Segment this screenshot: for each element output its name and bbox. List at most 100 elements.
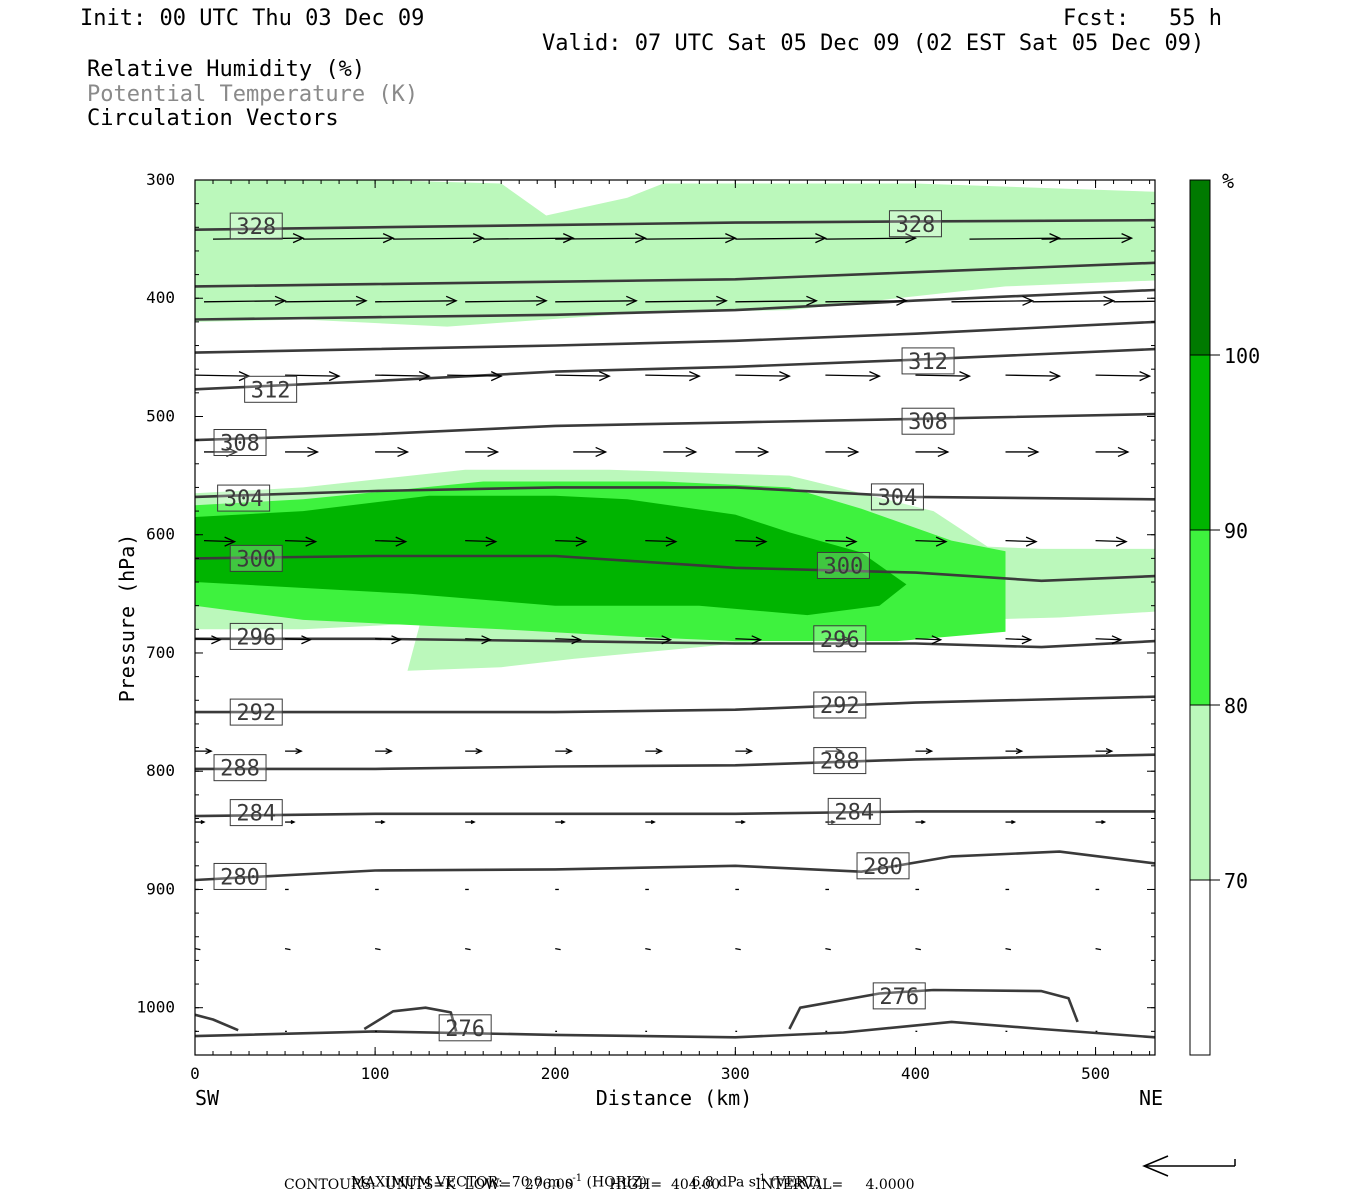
circulation-vector: [645, 233, 737, 244]
circulation-vector: [573, 446, 608, 458]
contour-label-box: [856, 852, 910, 880]
circulation-vector: [284, 947, 291, 951]
colorbar-level-label: 90: [1224, 519, 1248, 543]
contour-label-box: [229, 544, 283, 572]
circulation-vector: [285, 446, 320, 458]
contour-label-layer: 328 328 312 312 308 308 304 304 300 300 296 296 292 2…: [213, 210, 955, 1042]
circulation-vector: [1005, 820, 1017, 825]
circulation-vector: [555, 947, 561, 951]
theta-contour-300: [195, 554, 1155, 583]
circulation-vector: [555, 536, 588, 547]
circulation-vector: [645, 295, 728, 306]
circulation-vector: [915, 446, 950, 458]
contour-label-288: 288: [220, 757, 260, 782]
circulation-vector: [375, 536, 408, 547]
colorbar-segment: [1189, 529, 1211, 706]
circulation-vector: [915, 820, 927, 825]
y-tick-label: 600: [146, 525, 175, 544]
max-vector-label: MAXIMUM VECTOR:: [350, 1174, 503, 1191]
vert-tag: (VERT): [770, 1174, 822, 1191]
colorbar-segment: [1189, 879, 1211, 1056]
circulation-vector: [285, 371, 341, 382]
circulation-vector: [825, 295, 909, 306]
vert-exp: -1: [755, 1173, 766, 1184]
circulation-vector: [285, 635, 312, 645]
circulation-vector: [1032, 295, 1116, 306]
circulation-vector: [735, 747, 754, 755]
x-tick-label: 500: [1081, 1064, 1110, 1083]
contour-label-296: 296: [820, 628, 860, 653]
circulation-vector: [645, 635, 673, 645]
circulation-vector: [555, 747, 574, 755]
colorbar-segment: [1189, 704, 1211, 881]
circulation-vector: [735, 635, 763, 645]
circulation-vector: [735, 295, 818, 306]
contour-label-312: 312: [251, 378, 291, 403]
circulation-vector: [1005, 947, 1012, 951]
circulation-vector: [735, 371, 791, 382]
circulation-vector: [645, 947, 651, 951]
horiz-tag: (HORIZ): [586, 1174, 647, 1191]
circulation-vector: [951, 295, 1035, 306]
contour-label-box: [213, 429, 267, 456]
y-tick-label: 500: [146, 406, 175, 425]
contour-label-284: 284: [236, 802, 276, 827]
theta-contour-layer: [195, 218, 1155, 1039]
legend-vectors: Circulation Vectors: [87, 106, 339, 131]
theta-contour-316: [195, 320, 1155, 354]
circulation-vector: [1005, 536, 1038, 547]
circulation-vector: [393, 233, 485, 244]
theta-contour-324: [195, 261, 1155, 288]
contour-label-308: 308: [220, 432, 260, 457]
circulation-vector: [285, 536, 318, 547]
circulation-vector: [285, 820, 296, 825]
circulation-vector: [285, 747, 303, 755]
contour-label-box: [901, 407, 955, 435]
theta-contour-288: [195, 753, 1155, 771]
contour-label-box: [827, 797, 881, 825]
vector-layer: [195, 233, 1155, 1033]
y-tick-label: 1000: [136, 998, 175, 1017]
theta-contour-276: [195, 1020, 1155, 1039]
circulation-vector: [375, 635, 402, 645]
theta-contour-312: [195, 347, 1155, 391]
circulation-vector: [465, 820, 476, 825]
reference-vector: [1142, 1155, 1236, 1177]
circulation-vector: [375, 295, 458, 306]
theta-contour-296: [195, 637, 1155, 649]
circulation-vector: [825, 820, 836, 825]
contour-label-328: 328: [896, 213, 936, 238]
circulation-vector: [195, 371, 251, 382]
circulation-vector: [645, 536, 678, 547]
y-axis-label: Pressure (hPa): [115, 534, 139, 703]
circulation-vector: [465, 536, 498, 547]
colorbar-segment: [1189, 354, 1211, 531]
circulation-vector: [375, 371, 431, 382]
theta-contour-328: [195, 218, 1155, 231]
legend-rh: Relative Humidity (%): [87, 57, 366, 82]
circulation-vector: [825, 635, 853, 645]
circulation-vector: [1095, 536, 1128, 547]
circulation-vector: [555, 233, 647, 244]
theta-contour-276: [363, 1006, 458, 1032]
x-tick-label: 0: [190, 1064, 200, 1083]
circulation-vector: [465, 947, 471, 951]
axis-ticks: 300 400 500 600 700 800 900 1000 0 100 200 300 400 50…: [136, 170, 1155, 1083]
circulation-vector: [195, 747, 213, 755]
contour-label-box: [229, 622, 283, 650]
circulation-vector: [663, 446, 698, 458]
theta-contour-308: [195, 412, 1155, 442]
circulation-vector: [1095, 371, 1152, 382]
circulation-vector: [915, 747, 934, 755]
circulation-vector: [195, 947, 201, 951]
circulation-vector: [465, 747, 483, 755]
circulation-vector: [555, 295, 638, 306]
contour-label-box: [213, 754, 267, 782]
contour-label-304: 304: [224, 487, 264, 512]
contour-label-300: 300: [824, 554, 864, 579]
legend-theta: Potential Temperature (K): [87, 82, 419, 107]
circulation-vector: [915, 371, 972, 382]
circulation-vector: [735, 233, 827, 244]
circulation-vector: [915, 635, 943, 645]
circulation-vector: [825, 747, 844, 755]
